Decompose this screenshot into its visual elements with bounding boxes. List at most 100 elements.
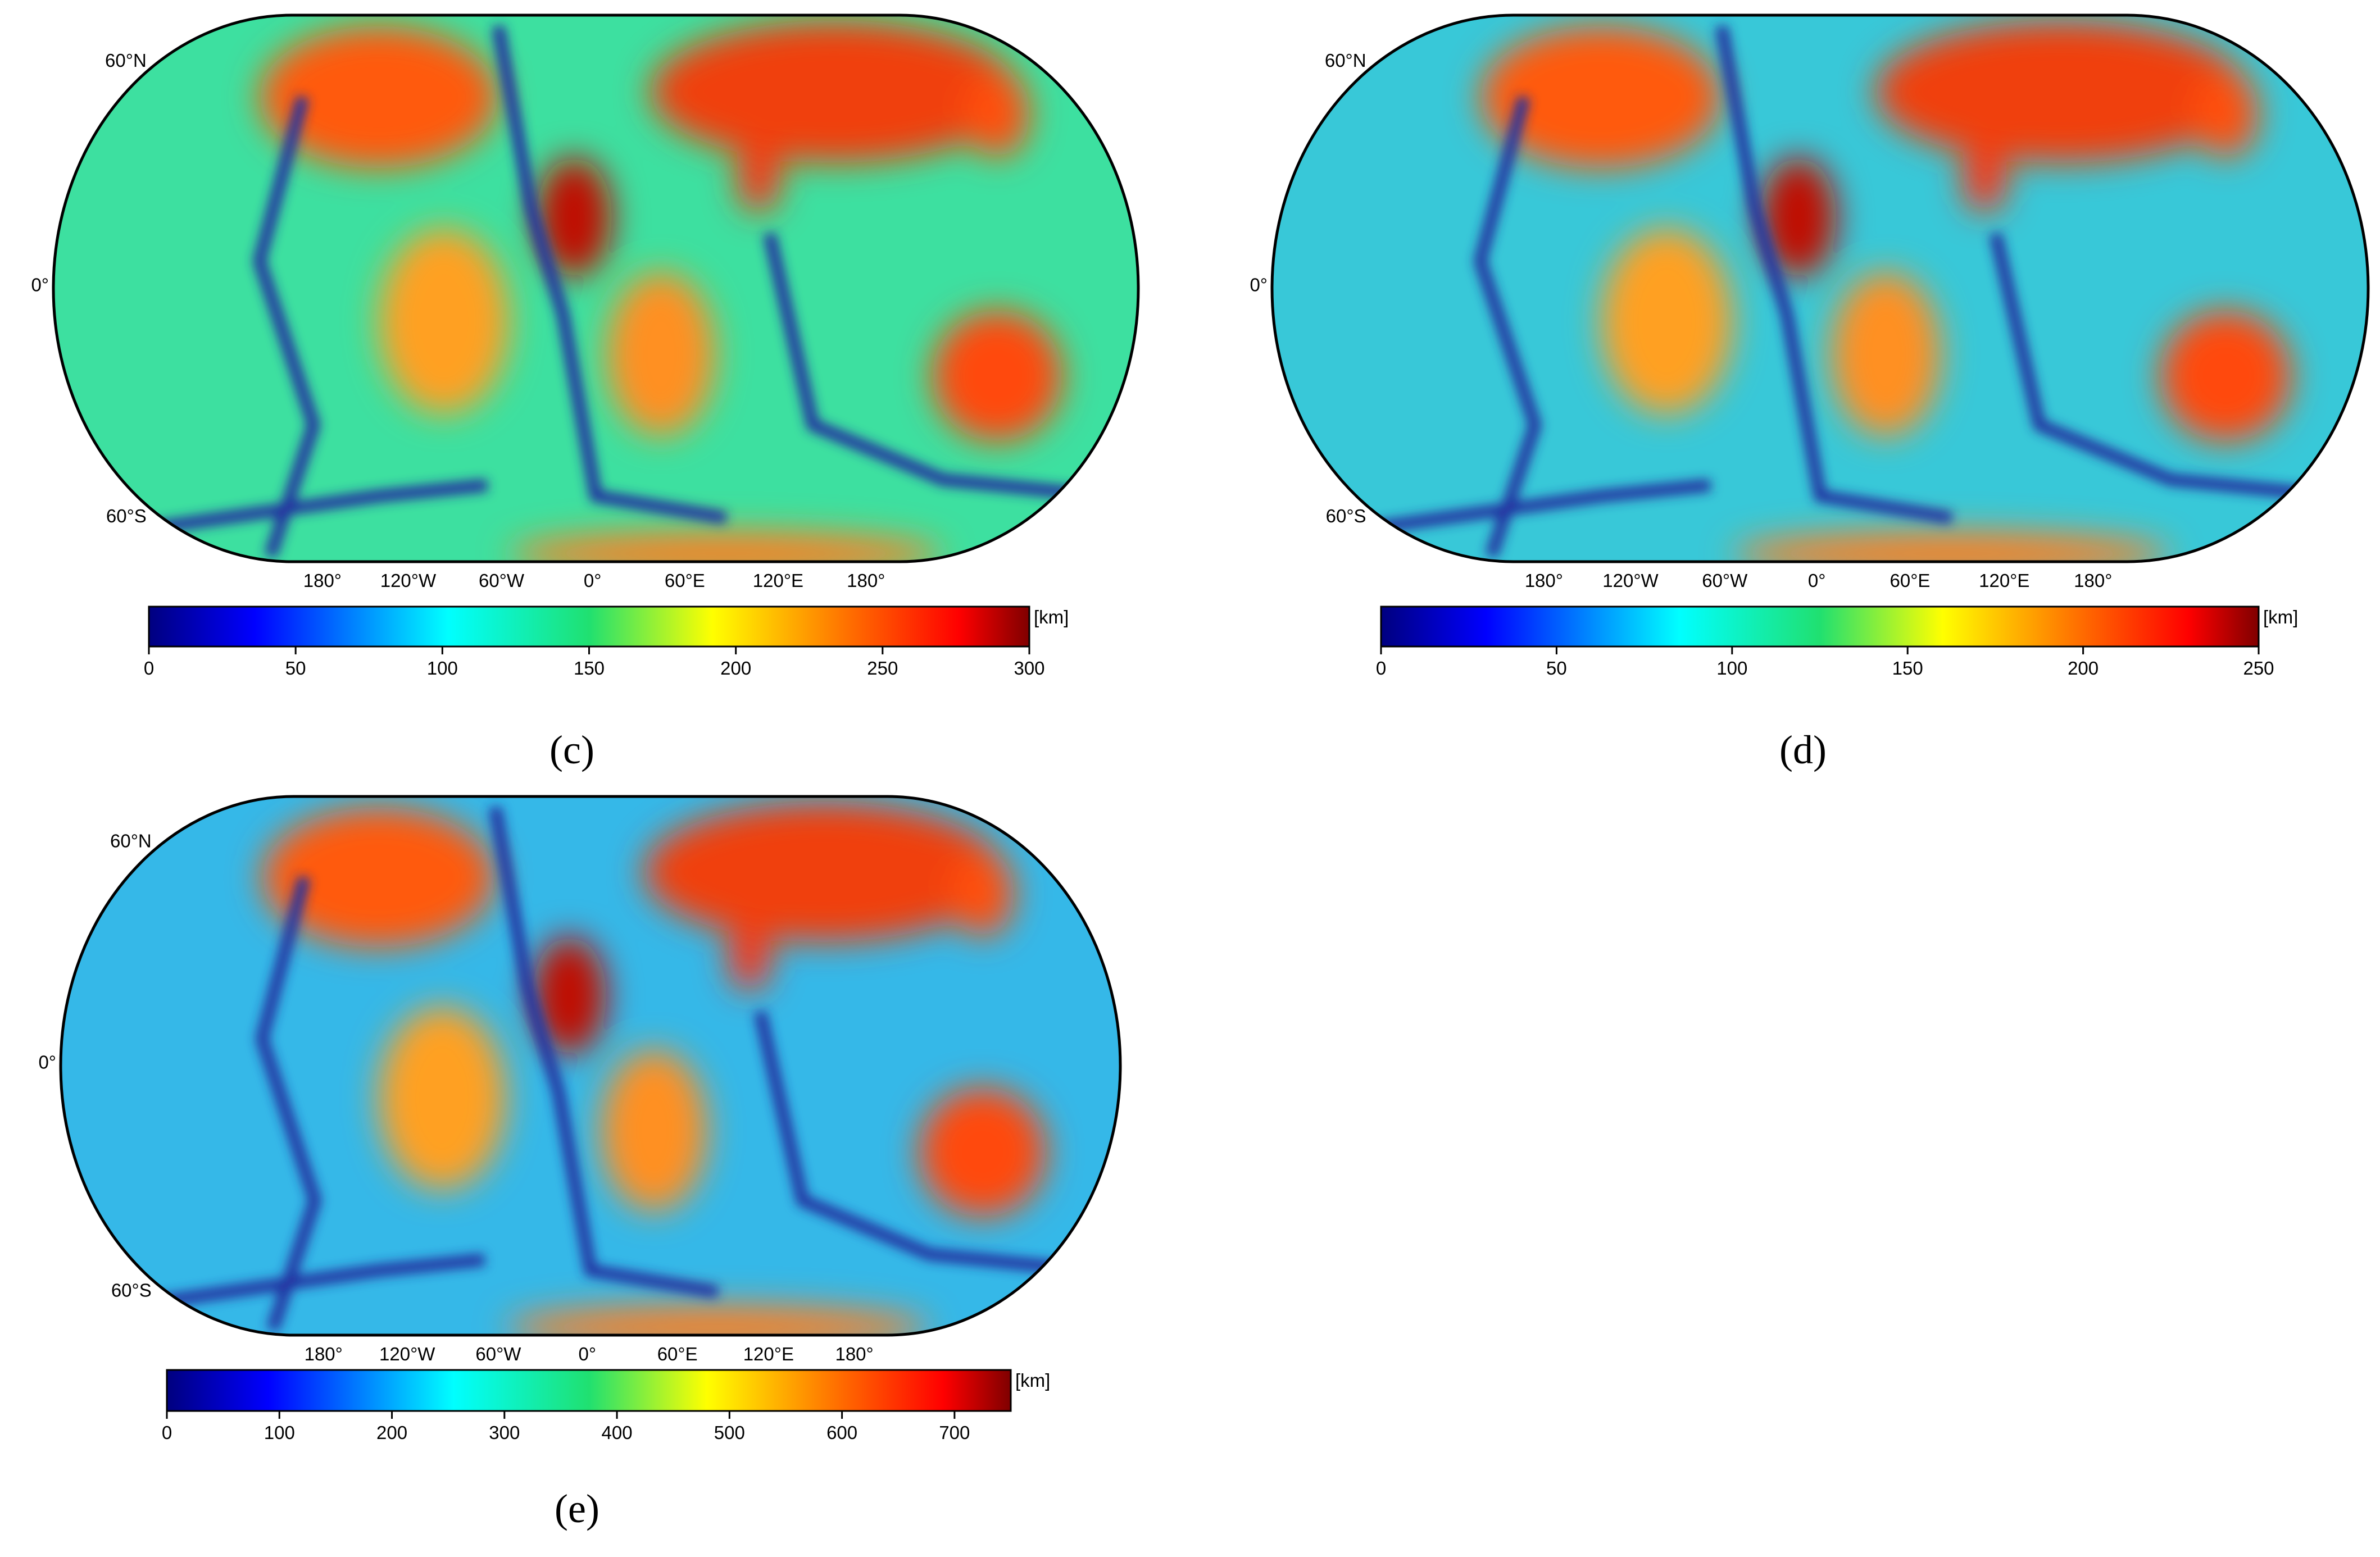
map xyxy=(61,796,1120,1335)
continent xyxy=(2192,70,2259,157)
colorbar-unit: [km] xyxy=(1034,607,1069,627)
ridges xyxy=(107,25,1107,558)
lon-label: 60°E xyxy=(1890,570,1931,591)
ridges xyxy=(1326,25,2336,558)
lon-label: 120°W xyxy=(379,1344,435,1364)
ridges xyxy=(112,806,1089,1332)
map-border xyxy=(59,795,1122,1337)
lat-label: 60°N xyxy=(110,831,152,852)
map xyxy=(1272,15,2368,562)
blobs xyxy=(259,20,1062,562)
lon-label: 180° xyxy=(305,1344,343,1364)
ridge xyxy=(253,95,321,558)
panel: 60°N 0° 60°S 180° 120°W 60°W 0° 60°E 120°E 180° [k… xyxy=(31,13,1140,772)
lon-label: 120°E xyxy=(753,570,803,591)
colorbar-tick-label: 50 xyxy=(1546,658,1567,679)
lon-label: 60°W xyxy=(1702,570,1748,591)
lon-label: 60°W xyxy=(475,1344,521,1364)
continent xyxy=(932,310,1062,441)
lon-label: 60°W xyxy=(479,570,525,591)
ridge xyxy=(255,876,322,1332)
continent xyxy=(378,1007,506,1190)
panel-label: (c) xyxy=(549,727,594,772)
ridge xyxy=(492,25,728,525)
continent xyxy=(506,1305,930,1335)
lon-label: 0° xyxy=(584,570,602,591)
colorbar-tick-label: 100 xyxy=(1716,658,1747,679)
lat-label: 0° xyxy=(31,275,49,295)
blobs xyxy=(1480,20,2292,562)
colorbar-tick-label: 100 xyxy=(264,1422,295,1443)
colorbar-tick-label: 50 xyxy=(285,658,306,679)
colorbar-tick-label: 0 xyxy=(1376,658,1386,679)
colorbar-tick-label: 150 xyxy=(1892,658,1923,679)
colorbar xyxy=(1380,606,2260,648)
lon-label: 120°E xyxy=(743,1344,794,1364)
continent xyxy=(2160,310,2292,441)
lat-label: 60°N xyxy=(1325,50,1366,71)
lat-label: 0° xyxy=(38,1052,56,1073)
colorbar-tick-label: 0 xyxy=(144,658,154,679)
continent xyxy=(737,146,780,212)
continent xyxy=(728,926,771,991)
continent xyxy=(1732,531,2171,562)
continent xyxy=(509,531,943,562)
lon-label: 60°E xyxy=(665,570,705,591)
continent xyxy=(262,807,496,948)
continent xyxy=(259,26,498,169)
lon-label: 60°E xyxy=(657,1344,698,1364)
colorbar-tick-label: 200 xyxy=(720,658,751,679)
ridge xyxy=(1989,232,2336,503)
ridge xyxy=(1326,479,1711,541)
continent xyxy=(965,70,1030,157)
panel: 60°N 0° 60°S 180° 120°W 60°W 0° 60°E 120°E 180° [k… xyxy=(1250,13,2370,772)
lat-label: 60°S xyxy=(111,1280,152,1300)
blobs xyxy=(262,802,1046,1335)
continent xyxy=(919,1087,1046,1217)
colorbar-tick-label: 0 xyxy=(162,1422,172,1443)
colorbar-tick-label: 300 xyxy=(489,1422,520,1443)
map-border xyxy=(1270,13,2370,563)
lon-label: 120°W xyxy=(380,570,437,591)
lon-label: 120°E xyxy=(1979,570,2029,591)
continent xyxy=(1875,20,2248,163)
colorbar-tick-label: 150 xyxy=(574,658,605,679)
lat-label: 0° xyxy=(1250,275,1268,295)
ridge xyxy=(1715,25,1953,525)
lon-label: 180° xyxy=(835,1344,873,1364)
continent xyxy=(606,272,715,436)
map xyxy=(53,15,1138,562)
lon-label: 180° xyxy=(847,570,885,591)
continent xyxy=(379,228,510,415)
lat-label: 60°S xyxy=(1326,506,1366,526)
panel-label: (d) xyxy=(1779,727,1827,772)
colorbar-tick-label: 200 xyxy=(376,1422,407,1443)
ridge xyxy=(1474,95,1542,558)
ridge xyxy=(112,1253,485,1314)
lon-label: 0° xyxy=(579,1344,597,1364)
panel: 60°N 0° 60°S 180° 120°W 60°W 0° 60°E 120°E 180° [k… xyxy=(38,795,1122,1531)
continent xyxy=(536,157,612,278)
lat-label: 60°S xyxy=(106,506,147,526)
ridge xyxy=(107,479,488,541)
continent xyxy=(650,20,1019,163)
colorbar-tick-label: 250 xyxy=(2243,658,2274,679)
continent xyxy=(601,1049,707,1212)
lon-label: 120°W xyxy=(1602,570,1659,591)
colorbar-tick-label: 100 xyxy=(427,658,458,679)
ridge xyxy=(489,806,719,1299)
colorbar xyxy=(166,1369,1012,1412)
continent xyxy=(1831,272,1941,436)
lon-label: 180° xyxy=(1525,570,1563,591)
continent xyxy=(643,802,1004,942)
colorbar-tick-label: 300 xyxy=(1014,658,1044,679)
continent xyxy=(1963,146,2007,212)
colorbar-unit: [km] xyxy=(2263,607,2298,627)
lon-label: 180° xyxy=(2074,570,2112,591)
continent xyxy=(1601,228,1733,415)
lon-label: 0° xyxy=(1808,570,1826,591)
continent xyxy=(532,936,607,1055)
panel-label: (e) xyxy=(555,1486,599,1531)
ridge xyxy=(754,1010,1089,1277)
